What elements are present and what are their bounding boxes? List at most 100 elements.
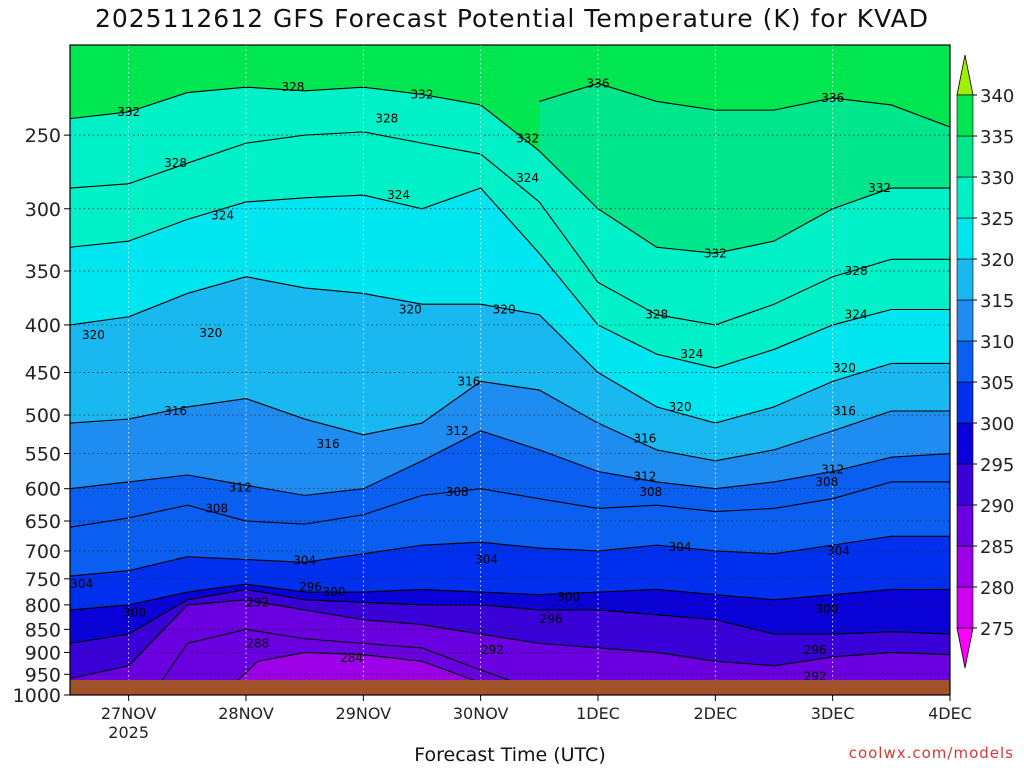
contour-label: 328 (375, 112, 398, 126)
contour-316 (70, 380, 950, 462)
colorbar-segment (956, 545, 974, 588)
contour-label: 308 (815, 475, 838, 489)
contour-label: 312 (821, 462, 844, 476)
colorbar-label: 340 (980, 86, 1014, 107)
y-tick-label: 350 (25, 261, 61, 283)
contour-line-layer (70, 82, 950, 695)
contour-label: 324 (845, 308, 868, 322)
colorbar-label: 290 (980, 496, 1014, 517)
x-tick-label: 27NOV (101, 704, 157, 723)
contour-label: 316 (457, 374, 480, 388)
contour-label: 320 (493, 303, 516, 317)
x-tick-label: 3DEC (811, 704, 855, 723)
y-tick-label: 300 (25, 199, 61, 221)
contour-label: 312 (446, 424, 469, 438)
contour-label: 300 (815, 602, 838, 616)
colorbar-label: 300 (980, 414, 1014, 435)
contour-label: 332 (516, 131, 539, 145)
colorbar-label: 310 (980, 332, 1014, 353)
plot-frame (69, 44, 951, 696)
x-tick-label: 29NOV (336, 704, 392, 723)
y-tick-label: 600 (25, 479, 61, 501)
colorbar-segment (956, 586, 974, 629)
contour-label: 320 (199, 326, 222, 340)
colorbar-segment (956, 94, 974, 137)
y-tick-label: 250 (25, 125, 61, 147)
colorbar-label: 325 (980, 209, 1014, 230)
contour-label: 300 (323, 585, 346, 599)
contour-label: 304 (827, 544, 850, 558)
contour-label: 308 (446, 485, 469, 499)
source-credit[interactable]: coolwx.com/models (848, 744, 1014, 762)
contour-label: 320 (82, 328, 105, 342)
x-tick-label: 30NOV (453, 704, 509, 723)
contour-label: 312 (229, 480, 252, 494)
y-tick-label: 700 (25, 541, 61, 563)
contour-label: 324 (387, 188, 410, 202)
colorbar-label: 285 (980, 537, 1014, 558)
colorbar-max-arrow (956, 54, 974, 96)
colorbar-segment (956, 463, 974, 506)
colorbar-segment (956, 217, 974, 260)
contour-label: 324 (211, 208, 234, 222)
contour-label: 316 (633, 432, 656, 446)
colorbar-label: 330 (980, 168, 1014, 189)
contour-label: 320 (399, 303, 422, 317)
contour-label: 288 (246, 636, 269, 650)
contour-label: 284 (340, 651, 363, 665)
y-tick-label: 1000 (13, 685, 61, 707)
y-tick-label: 500 (25, 405, 61, 427)
y-tick-label: 550 (25, 444, 61, 466)
contour-308 (70, 481, 950, 528)
colorbar-label: 275 (980, 619, 1014, 640)
contour-328 (70, 131, 950, 326)
y-tick-label: 750 (25, 569, 61, 591)
contour-label-layer: 336 336 332 332 332 332 332 328 328 328 328 328 324 3… (70, 76, 891, 683)
contour-label: 316 (317, 437, 340, 451)
y-axis: 2503003504004505005506006507007508008509… (13, 125, 70, 707)
y-tick-label: 650 (25, 511, 61, 533)
contour-284 (222, 651, 517, 695)
contour-label: 336 (821, 91, 844, 105)
contour-332 (70, 86, 950, 254)
contour-312 (70, 430, 950, 496)
contour-304 (70, 535, 950, 577)
contour-label: 312 (633, 469, 656, 483)
contour-label: 320 (669, 400, 692, 414)
contour-label: 336 (587, 76, 610, 90)
contour-label: 292 (246, 595, 269, 609)
chart-title: 2025112612 GFS Forecast Potential Temper… (94, 4, 930, 33)
contour-324 (70, 187, 950, 369)
contour-label: 332 (868, 181, 891, 195)
y-tick-label: 850 (25, 619, 61, 641)
colorbar-min-arrow (956, 627, 974, 669)
colorbar: 275 280 285 290 295 300 305 310 315 320 325 330 335 3… (956, 54, 1014, 669)
contour-label: 308 (205, 501, 228, 515)
contour-label: 300 (557, 590, 580, 604)
contour-label: 296 (540, 612, 563, 626)
contour-label: 316 (833, 404, 856, 418)
contour-label: 328 (645, 308, 668, 322)
contour-label: 292 (481, 643, 504, 657)
ground-bar (70, 680, 950, 695)
y-tick-label: 900 (25, 642, 61, 664)
x-axis-label: Forecast Time (UTC) (414, 744, 606, 766)
contour-label: 304 (70, 577, 93, 591)
colorbar-label: 315 (980, 291, 1014, 312)
colorbar-label: 280 (980, 578, 1014, 599)
x-tick-label: 28NOV (218, 704, 274, 723)
contour-label: 308 (639, 485, 662, 499)
contour-292 (70, 599, 950, 680)
colorbar-segment (956, 422, 974, 465)
contour-300 (70, 583, 950, 611)
colorbar-segment (956, 176, 974, 219)
contour-label: 324 (680, 347, 703, 361)
colorbar-segment (956, 258, 974, 301)
colorbar-segment (956, 381, 974, 424)
contour-label: 304 (669, 540, 692, 554)
y-tick-label: 950 (25, 664, 61, 686)
x-tick-label: 2DEC (693, 704, 737, 723)
contour-label: 304 (475, 553, 498, 567)
